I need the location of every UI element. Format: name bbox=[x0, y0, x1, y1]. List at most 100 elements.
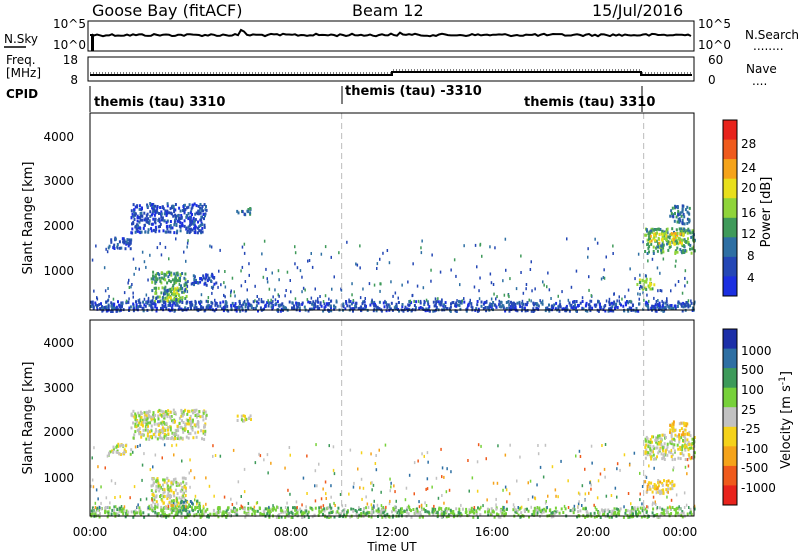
power-cell bbox=[196, 281, 199, 285]
power-scatter-cell bbox=[308, 259, 311, 262]
velocity-cell bbox=[663, 445, 666, 449]
velocity-cell bbox=[688, 442, 691, 446]
power-cell bbox=[211, 301, 214, 305]
velocity-scatter-cell bbox=[594, 505, 597, 509]
power-scatter-cell bbox=[686, 280, 689, 284]
velocity-cell bbox=[685, 424, 688, 428]
power-cell bbox=[151, 222, 154, 226]
velocity-cell bbox=[175, 432, 178, 436]
velocity-cell bbox=[664, 436, 667, 439]
velocity-cell bbox=[305, 509, 308, 513]
velocity-cell bbox=[651, 435, 653, 439]
velocity-cell bbox=[678, 507, 681, 511]
velocity-scatter-cell bbox=[516, 479, 518, 483]
velocity-scatter-cell bbox=[683, 491, 686, 495]
velocity-scatter-cell bbox=[208, 484, 211, 488]
power-cell bbox=[679, 232, 682, 236]
power-cell bbox=[647, 284, 650, 288]
noise-sky-line bbox=[90, 28, 692, 51]
power-cell bbox=[668, 306, 671, 310]
power-cell bbox=[655, 228, 658, 231]
velocity-cell bbox=[518, 507, 521, 511]
power-scatter-cell bbox=[453, 258, 456, 262]
power-cell bbox=[173, 220, 176, 224]
velocity-cell bbox=[595, 515, 598, 519]
power-cell bbox=[295, 301, 298, 305]
power-cell bbox=[680, 249, 683, 253]
velocity-scatter-cell bbox=[590, 483, 592, 487]
power-cell bbox=[647, 246, 650, 250]
power-cell bbox=[132, 309, 135, 313]
power-cell bbox=[672, 215, 675, 219]
power-scatter-cell bbox=[147, 278, 149, 282]
power-cell bbox=[662, 301, 665, 305]
velocity-scale-label-main: Velocity [m s bbox=[779, 385, 794, 469]
velocity-cell bbox=[163, 422, 166, 426]
vel-cbar-block bbox=[723, 407, 737, 428]
power-cbar-block bbox=[723, 178, 737, 199]
velocity-scatter-cell bbox=[443, 501, 445, 505]
power-scatter-cell bbox=[530, 299, 532, 303]
velocity-cell bbox=[346, 510, 349, 514]
power-cell bbox=[149, 202, 152, 205]
velocity-scatter-cell bbox=[486, 498, 488, 502]
power-cell bbox=[613, 300, 616, 304]
power-cell bbox=[686, 301, 689, 305]
power-cell bbox=[688, 229, 691, 233]
velocity-cell bbox=[689, 446, 691, 450]
power-cell bbox=[385, 301, 387, 305]
power-cell bbox=[181, 286, 184, 290]
velocity-scatter-cell bbox=[349, 448, 352, 452]
velocity-cell bbox=[183, 476, 186, 480]
velocity-cell bbox=[197, 412, 200, 416]
velocity-cell bbox=[291, 512, 294, 516]
power-scatter-cell bbox=[164, 245, 167, 249]
velocity-cell bbox=[668, 450, 671, 454]
power-cell bbox=[139, 218, 142, 222]
velocity-cell bbox=[669, 424, 672, 427]
velocity-cell bbox=[663, 433, 666, 437]
power-cell bbox=[655, 232, 658, 235]
power-cell bbox=[588, 303, 590, 307]
power-cell bbox=[316, 305, 319, 309]
power-cell bbox=[188, 215, 191, 219]
velocity-cell bbox=[383, 507, 385, 511]
power-scatter-cell bbox=[147, 299, 149, 303]
power-cell bbox=[642, 307, 645, 311]
power-cell bbox=[111, 310, 114, 313]
power-cell bbox=[643, 280, 646, 284]
velocity-cell bbox=[170, 481, 173, 485]
velocity-cell bbox=[558, 511, 561, 515]
velocity-cell bbox=[119, 444, 122, 448]
velocity-cell bbox=[174, 412, 177, 416]
velocity-cell bbox=[677, 447, 680, 451]
xtick-4: 16:00 bbox=[475, 525, 510, 539]
velocity-cell bbox=[629, 512, 632, 516]
power-scatter-cell bbox=[463, 244, 465, 248]
velocity-cell bbox=[449, 512, 452, 516]
velocity-cell bbox=[512, 508, 515, 512]
power-cell bbox=[646, 243, 649, 247]
power-cell bbox=[194, 231, 197, 235]
velocity-cell bbox=[140, 412, 143, 415]
power-cell bbox=[151, 203, 154, 206]
velocity-cell bbox=[195, 415, 198, 419]
power-scatter-cell bbox=[91, 258, 94, 262]
velocity-scatter-cell bbox=[95, 488, 98, 492]
velocity-cell bbox=[678, 433, 681, 437]
power-cell bbox=[665, 230, 668, 234]
power-cell bbox=[174, 280, 177, 284]
velocity-cell bbox=[487, 510, 490, 514]
velocity-colorbar: 1000 500 100 25 -25 -100 -500 -1000 Velo… bbox=[722, 328, 794, 506]
power-cell bbox=[644, 233, 647, 237]
velocity-scatter-cell bbox=[389, 499, 391, 503]
velocity-cell bbox=[266, 512, 269, 516]
velocity-cell bbox=[667, 487, 670, 491]
power-cell bbox=[667, 305, 670, 309]
velocity-cell bbox=[571, 508, 574, 512]
velocity-scatter-cell bbox=[184, 499, 187, 503]
velocity-scatter-cell bbox=[230, 497, 232, 501]
velocity-cell bbox=[119, 506, 122, 510]
velocity-cell bbox=[155, 495, 158, 499]
power-scatter-cell bbox=[231, 276, 234, 280]
